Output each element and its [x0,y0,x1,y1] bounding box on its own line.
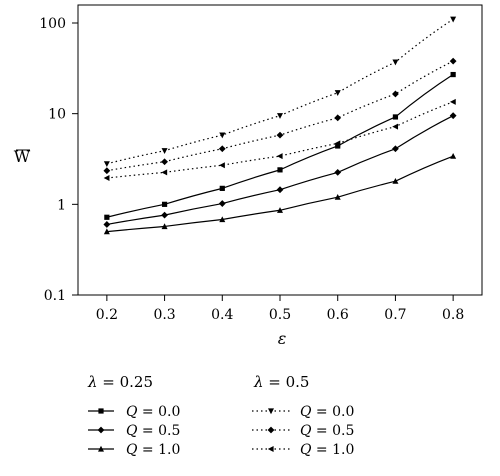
data-point [392,114,399,120]
data-point [449,57,457,65]
series [104,71,456,220]
data-point [267,446,274,452]
data-point [103,161,110,167]
legend: λ = 0.25 Q = 0.0 Q = 0.5 Q = 1.0 λ = 0.5 Q = … [87,373,354,458]
data-point [98,445,104,452]
data-point [392,177,399,184]
legend-entry-label: Q = 0.5 [300,423,354,439]
data-point [219,216,226,223]
x-tick-label: 0.5 [269,307,291,323]
x-tick-label: 0.6 [327,307,349,323]
data-point [267,426,275,434]
legend-entry-label: Q = 1.0 [300,442,354,458]
data-point [335,143,341,149]
data-point [103,221,111,228]
data-point [219,132,226,139]
x-tick-label: 0.2 [96,307,118,323]
x-tick-label: 0.3 [153,307,175,323]
data-point [392,123,399,130]
data-point [276,186,284,194]
data-point [103,167,111,175]
legend-entry-label: Q = 0.0 [126,404,180,420]
series [103,112,457,228]
y-tick-label: 100 [39,16,66,32]
data-point [218,200,226,207]
data-point [450,16,457,23]
y-axis: 0.1 1 10 100 [39,16,78,304]
series-line [106,18,454,165]
data-point [449,98,456,105]
series-line [106,74,454,218]
data-point [219,162,225,169]
data-point [276,131,284,139]
series [103,98,456,182]
data-point [450,71,456,78]
x-tick-label: 0.4 [211,307,233,323]
x-tick-label: 0.7 [384,307,406,323]
data-point [334,114,342,122]
data-point [449,112,457,120]
data-point [334,90,341,96]
y-tick-label: 0.1 [44,288,66,304]
data-point [103,175,110,182]
legend-group-label: λ = 0.5 [253,373,309,391]
legend-group-label: λ = 0.25 [87,373,153,391]
x-axis: 0.2 0.3 0.4 0.5 0.6 0.7 0.8 [96,295,464,323]
x-tick-label: 0.8 [442,307,464,323]
legend-entry-label: Q = 0.5 [126,423,180,439]
data-point [277,113,283,119]
plot-frame [77,4,483,296]
data-point [218,145,226,153]
legend-entry-label: Q = 1.0 [126,442,180,458]
x-axis-label: ε [278,329,287,348]
series-layer [103,16,457,235]
data-point [450,152,457,159]
series [103,152,457,235]
data-point [277,167,283,173]
data-point [334,169,342,176]
data-point [97,426,105,434]
data-point [161,201,168,207]
data-point [392,59,399,66]
data-point [277,207,283,213]
y-tick-label: 10 [48,107,66,123]
series [103,57,457,175]
series [103,16,457,167]
data-point [104,214,110,220]
data-point [161,223,168,230]
data-point [161,169,168,176]
data-point [103,228,110,235]
data-point [276,153,283,160]
data-point [161,158,168,166]
data-point [392,90,399,98]
data-point [98,408,104,414]
data-point [392,145,399,153]
legend-entry-label: Q = 0.0 [300,404,354,420]
data-point [161,211,168,219]
data-point [334,193,341,200]
data-point [268,408,274,415]
data-point [334,140,341,147]
y-axis-label: W [14,147,31,166]
data-point [219,185,225,191]
y-tick-label: 1 [57,197,66,213]
data-point [161,148,168,154]
